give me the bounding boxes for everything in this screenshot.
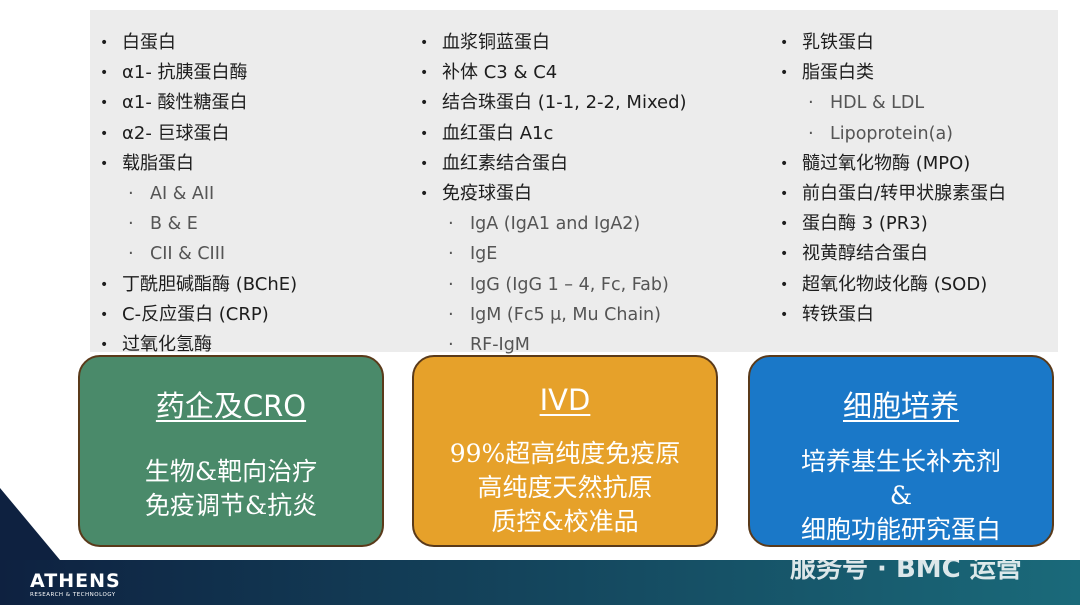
box-body: 培养基生长补充剂 & 细胞功能研究蛋白 xyxy=(750,445,1052,547)
box-line: 细胞功能研究蛋白 xyxy=(800,515,1001,544)
list-subitem: Lipoprotein(a) xyxy=(780,119,1006,149)
box-title: 药企及CRO xyxy=(155,389,307,423)
list-item: 蛋白酶 3 (PR3) xyxy=(780,209,1006,239)
logo-text: ATHENS xyxy=(30,570,121,592)
logo-subtext: RESEARCH & TECHNOLOGY xyxy=(30,592,116,598)
list-item: C-反应蛋白 (CRP) xyxy=(100,300,297,330)
list-item: 白蛋白 xyxy=(100,28,297,58)
list-subitem: CII & CIII xyxy=(100,239,297,269)
list-item: 丁酰胆碱酯酶 (BChE) xyxy=(100,270,297,300)
logo: ATHENS RESEARCH & TECHNOLOGY xyxy=(30,570,121,598)
list-item: 补体 C3 & C4 xyxy=(420,58,687,88)
list-item: 超氧化物歧化酶 (SOD) xyxy=(780,270,1006,300)
list-item: 转铁蛋白 xyxy=(780,300,1006,330)
list-column: 白蛋白α1- 抗胰蛋白酶α1- 酸性糖蛋白α2- 巨球蛋白载脂蛋白AI & AI… xyxy=(100,28,297,360)
box-line: 高纯度天然抗原 xyxy=(477,473,653,502)
list-subitem: IgG (IgG 1 – 4, Fc, Fab) xyxy=(420,270,687,300)
list-item: 前白蛋白/转甲状腺素蛋白 xyxy=(780,179,1006,209)
box-line: 质控&校准品 xyxy=(491,507,639,536)
list-subitem: IgE xyxy=(420,239,687,269)
list-item: 乳铁蛋白 xyxy=(780,28,1006,58)
list-panel: 白蛋白α1- 抗胰蛋白酶α1- 酸性糖蛋白α2- 巨球蛋白载脂蛋白AI & AI… xyxy=(90,10,1058,360)
box-line: 99%超高纯度免疫原 xyxy=(449,439,681,468)
list-column: 乳铁蛋白脂蛋白类HDL & LDLLipoprotein(a)髓过氧化物酶 (M… xyxy=(780,28,1006,330)
list-item: 过氧化氢酶 xyxy=(100,330,297,360)
category-box: 药企及CRO 生物&靶向治疗 免疫调节&抗炎 xyxy=(78,355,384,547)
list-item: 血红蛋白 A1c xyxy=(420,119,687,149)
list-item: α2- 巨球蛋白 xyxy=(100,119,297,149)
list-item: 结合珠蛋白 (1-1, 2-2, Mixed) xyxy=(420,88,687,118)
box-line: 培养基生长补充剂 xyxy=(800,447,1001,476)
list-subitem: B & E xyxy=(100,209,297,239)
box-line: & xyxy=(889,481,913,510)
list-column: 血浆铜蓝蛋白补体 C3 & C4结合珠蛋白 (1-1, 2-2, Mixed)血… xyxy=(420,28,687,360)
box-line: 免疫调节&抗炎 xyxy=(144,491,318,520)
list-subitem: AI & AII xyxy=(100,179,297,209)
box-body: 99%超高纯度免疫原 高纯度天然抗原 质控&校准品 xyxy=(414,437,716,539)
box-title: IVD xyxy=(539,383,591,417)
list-item: α1- 抗胰蛋白酶 xyxy=(100,58,297,88)
box-title: 细胞培养 xyxy=(842,389,959,423)
list-item: 血浆铜蓝蛋白 xyxy=(420,28,687,58)
list-item: 髓过氧化物酶 (MPO) xyxy=(780,149,1006,179)
list-item: 脂蛋白类 xyxy=(780,58,1006,88)
list-item: 免疫球蛋白 xyxy=(420,179,687,209)
box-line: 生物&靶向治疗 xyxy=(144,457,318,486)
list-item: 血红素结合蛋白 xyxy=(420,149,687,179)
list-subitem: IgA (IgA1 and IgA2) xyxy=(420,209,687,239)
list-subitem: HDL & LDL xyxy=(780,88,1006,118)
list-item: α1- 酸性糖蛋白 xyxy=(100,88,297,118)
list-item: 视黄醇结合蛋白 xyxy=(780,239,1006,269)
watermark: 服务号 · BMC 运营 xyxy=(790,554,1022,584)
category-box: 细胞培养培养基生长补充剂 & 细胞功能研究蛋白 xyxy=(748,355,1054,547)
category-box: IVD 99%超高纯度免疫原 高纯度天然抗原 质控&校准品 xyxy=(412,355,718,547)
list-subitem: RF-IgM xyxy=(420,330,687,360)
list-item: 载脂蛋白 xyxy=(100,149,297,179)
box-body: 生物&靶向治疗 免疫调节&抗炎 xyxy=(80,455,382,523)
list-subitem: IgM (Fc5 μ, Mu Chain) xyxy=(420,300,687,330)
